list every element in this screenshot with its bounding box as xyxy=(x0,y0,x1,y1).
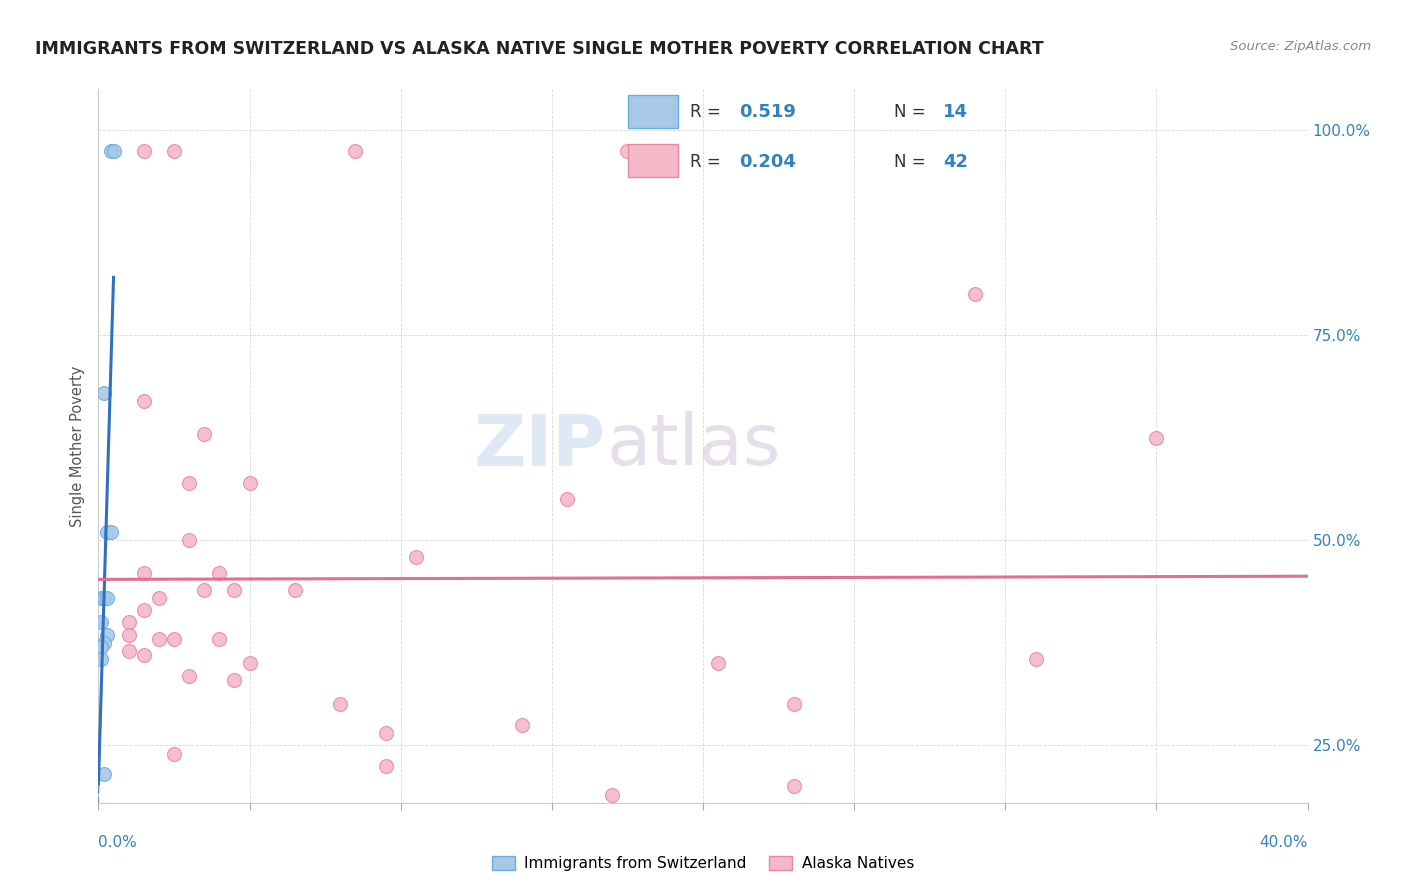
Point xyxy=(193,426,215,441)
Point xyxy=(132,648,155,662)
Point xyxy=(132,393,155,408)
Text: 0.0%: 0.0% xyxy=(98,836,138,850)
Point xyxy=(179,475,201,490)
Point xyxy=(224,582,246,597)
Point xyxy=(90,591,112,605)
Point xyxy=(132,603,155,617)
Point xyxy=(148,632,170,646)
Point xyxy=(163,144,186,158)
Point xyxy=(965,287,987,301)
Bar xyxy=(628,145,678,177)
Text: N =: N = xyxy=(894,103,931,121)
Point xyxy=(90,652,112,666)
Text: R =: R = xyxy=(690,103,725,121)
Text: 14: 14 xyxy=(943,103,969,121)
Point xyxy=(132,566,155,581)
Point xyxy=(163,632,186,646)
Point xyxy=(329,698,352,712)
Point xyxy=(118,615,141,630)
Legend: Immigrants from Switzerland, Alaska Natives: Immigrants from Switzerland, Alaska Nati… xyxy=(486,849,920,877)
Point xyxy=(179,533,201,548)
Text: 40.0%: 40.0% xyxy=(1260,836,1308,850)
Text: 0.204: 0.204 xyxy=(740,153,796,170)
Point xyxy=(616,144,638,158)
Point xyxy=(96,627,118,641)
Point xyxy=(239,475,262,490)
Point xyxy=(90,640,112,654)
Point xyxy=(93,636,115,650)
Point xyxy=(100,525,122,540)
Point xyxy=(405,816,427,830)
Point xyxy=(374,759,396,773)
Point xyxy=(93,591,115,605)
Point xyxy=(344,144,367,158)
Point xyxy=(208,566,231,581)
Text: 0.519: 0.519 xyxy=(740,103,796,121)
Bar xyxy=(628,95,678,128)
Text: Source: ZipAtlas.com: Source: ZipAtlas.com xyxy=(1230,40,1371,54)
Point xyxy=(602,788,624,802)
Point xyxy=(510,718,533,732)
Point xyxy=(707,657,730,671)
Point xyxy=(100,144,122,158)
Point xyxy=(96,591,118,605)
Point xyxy=(374,726,396,740)
Point xyxy=(224,673,246,687)
Text: R =: R = xyxy=(690,153,725,170)
Y-axis label: Single Mother Poverty: Single Mother Poverty xyxy=(70,366,86,526)
Point xyxy=(103,144,125,158)
Point xyxy=(132,144,155,158)
Point xyxy=(93,767,115,781)
Point xyxy=(1144,431,1167,445)
Point xyxy=(555,492,578,507)
Point xyxy=(193,582,215,597)
Point xyxy=(284,582,307,597)
Point xyxy=(299,832,322,847)
Point xyxy=(118,627,141,641)
Text: IMMIGRANTS FROM SWITZERLAND VS ALASKA NATIVE SINGLE MOTHER POVERTY CORRELATION C: IMMIGRANTS FROM SWITZERLAND VS ALASKA NA… xyxy=(35,40,1043,58)
Point xyxy=(163,747,186,761)
Text: 42: 42 xyxy=(943,153,969,170)
Point xyxy=(148,591,170,605)
Point xyxy=(179,668,201,682)
Text: ZIP: ZIP xyxy=(474,411,606,481)
Point xyxy=(783,780,806,794)
Text: atlas: atlas xyxy=(606,411,780,481)
Point xyxy=(90,615,112,630)
Point xyxy=(783,698,806,712)
Point xyxy=(208,632,231,646)
Point xyxy=(118,644,141,658)
Point xyxy=(405,549,427,564)
Point xyxy=(239,657,262,671)
Point xyxy=(96,525,118,540)
Point xyxy=(1024,652,1046,666)
Point xyxy=(93,385,115,400)
Text: N =: N = xyxy=(894,153,931,170)
